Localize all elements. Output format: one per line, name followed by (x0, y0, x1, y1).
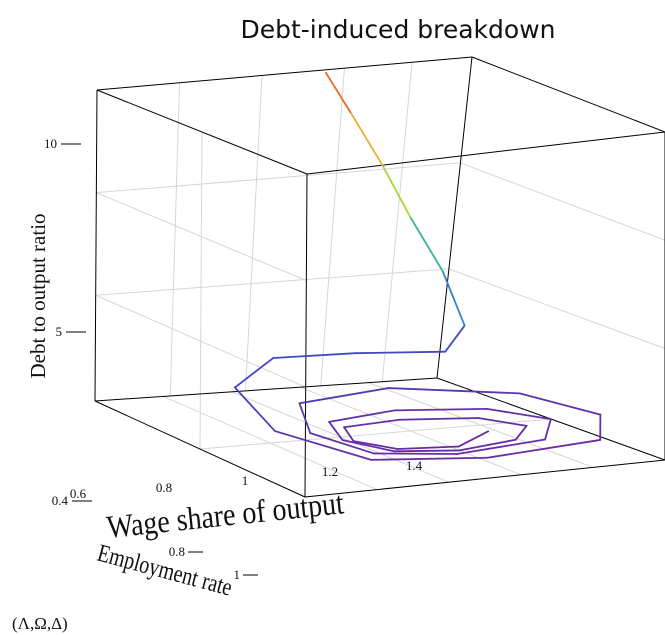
trajectory-segment (393, 408, 488, 412)
x-axis-label: Wage share of output (105, 484, 346, 545)
trajectory-segment (341, 439, 396, 453)
grid-line (95, 268, 449, 296)
grid-line (244, 75, 263, 391)
trajectory-segment (298, 402, 312, 434)
trajectory-segment (457, 430, 490, 448)
trajectory-segment (349, 111, 384, 166)
grid-line (448, 268, 665, 349)
grid-line (199, 418, 552, 450)
grid-lines (95, 62, 665, 491)
trajectory-segment (456, 438, 546, 455)
x-tick-label: 0.8 (156, 480, 172, 495)
trajectory-segment (387, 387, 521, 395)
trajectory-segment (352, 440, 399, 450)
z-axis-label: Debt to output ratio (26, 213, 50, 378)
trajectory-segment (396, 445, 460, 450)
trajectory-segment (343, 418, 401, 429)
grid-line (381, 62, 413, 382)
box-edge (304, 173, 308, 498)
x-tick-label: 1.4 (406, 458, 423, 473)
z-tick-label: 5 (56, 324, 63, 339)
box-edge (94, 400, 306, 498)
trajectory-segment (298, 387, 390, 405)
chart-title: Debt-induced breakdown (240, 15, 555, 44)
trajectory-segment (477, 417, 528, 427)
grid-line (96, 192, 307, 282)
z-tick-label: 10 (44, 136, 57, 151)
trajectory-series (233, 71, 602, 461)
y-tick-label: 1 (234, 567, 241, 582)
box-edge (94, 377, 438, 402)
trajectory-segment (328, 409, 396, 423)
box-edge (96, 56, 473, 91)
trajectory-segment (486, 408, 552, 421)
trajectory-segment (381, 163, 412, 218)
trajectory-segment (393, 449, 461, 453)
box-edge (94, 89, 98, 402)
z-tick-label: 0.4 (52, 493, 69, 508)
trajectory-segment (398, 417, 479, 421)
trajectory-segment (272, 352, 357, 359)
grid-line (320, 68, 345, 386)
grid-line (96, 162, 461, 194)
box-edge (306, 131, 665, 175)
grid-line (95, 294, 306, 388)
trajectory-segment (370, 456, 489, 461)
trajectory-segment (328, 421, 344, 441)
trajectory-segment (233, 386, 276, 432)
box-edge (471, 56, 665, 133)
tick-labels: 0.4 5 10 0.6 0.8 1 1.2 1.4 0.8 1 (44, 136, 423, 582)
trajectory-segment (518, 392, 602, 416)
x-tick-label: 1.2 (322, 464, 338, 479)
trajectory-segment (372, 452, 459, 455)
box-edge (304, 459, 665, 498)
x-tick-label: 0.6 (70, 486, 87, 501)
trajectory-segment (274, 430, 373, 461)
trajectory-segment (354, 350, 447, 355)
grid-line (460, 162, 665, 241)
trajectory-segment (343, 426, 355, 442)
trajectory-segment (444, 324, 466, 353)
trajectory-segment (325, 71, 352, 114)
y-tick-label: 0.8 (169, 544, 185, 559)
trajectory-segment (309, 432, 375, 455)
grid-line (199, 131, 203, 450)
trajectory-segment (486, 439, 602, 459)
variables-caption: (Λ,Ω,Δ) (12, 614, 68, 633)
trajectory-segment (441, 270, 466, 327)
trajectory-segment (458, 438, 517, 452)
trajectory-segment (233, 357, 275, 389)
x-tick-label: 1 (242, 473, 249, 488)
trajectory-segment (409, 216, 444, 272)
trajectory-segment (514, 424, 528, 441)
y-axis-label: Employment rate (95, 539, 236, 601)
box-edge (436, 56, 473, 379)
grid-line (169, 82, 180, 396)
plot-box (94, 56, 665, 498)
trajectory-segment (544, 418, 552, 441)
box-edge (96, 89, 308, 175)
